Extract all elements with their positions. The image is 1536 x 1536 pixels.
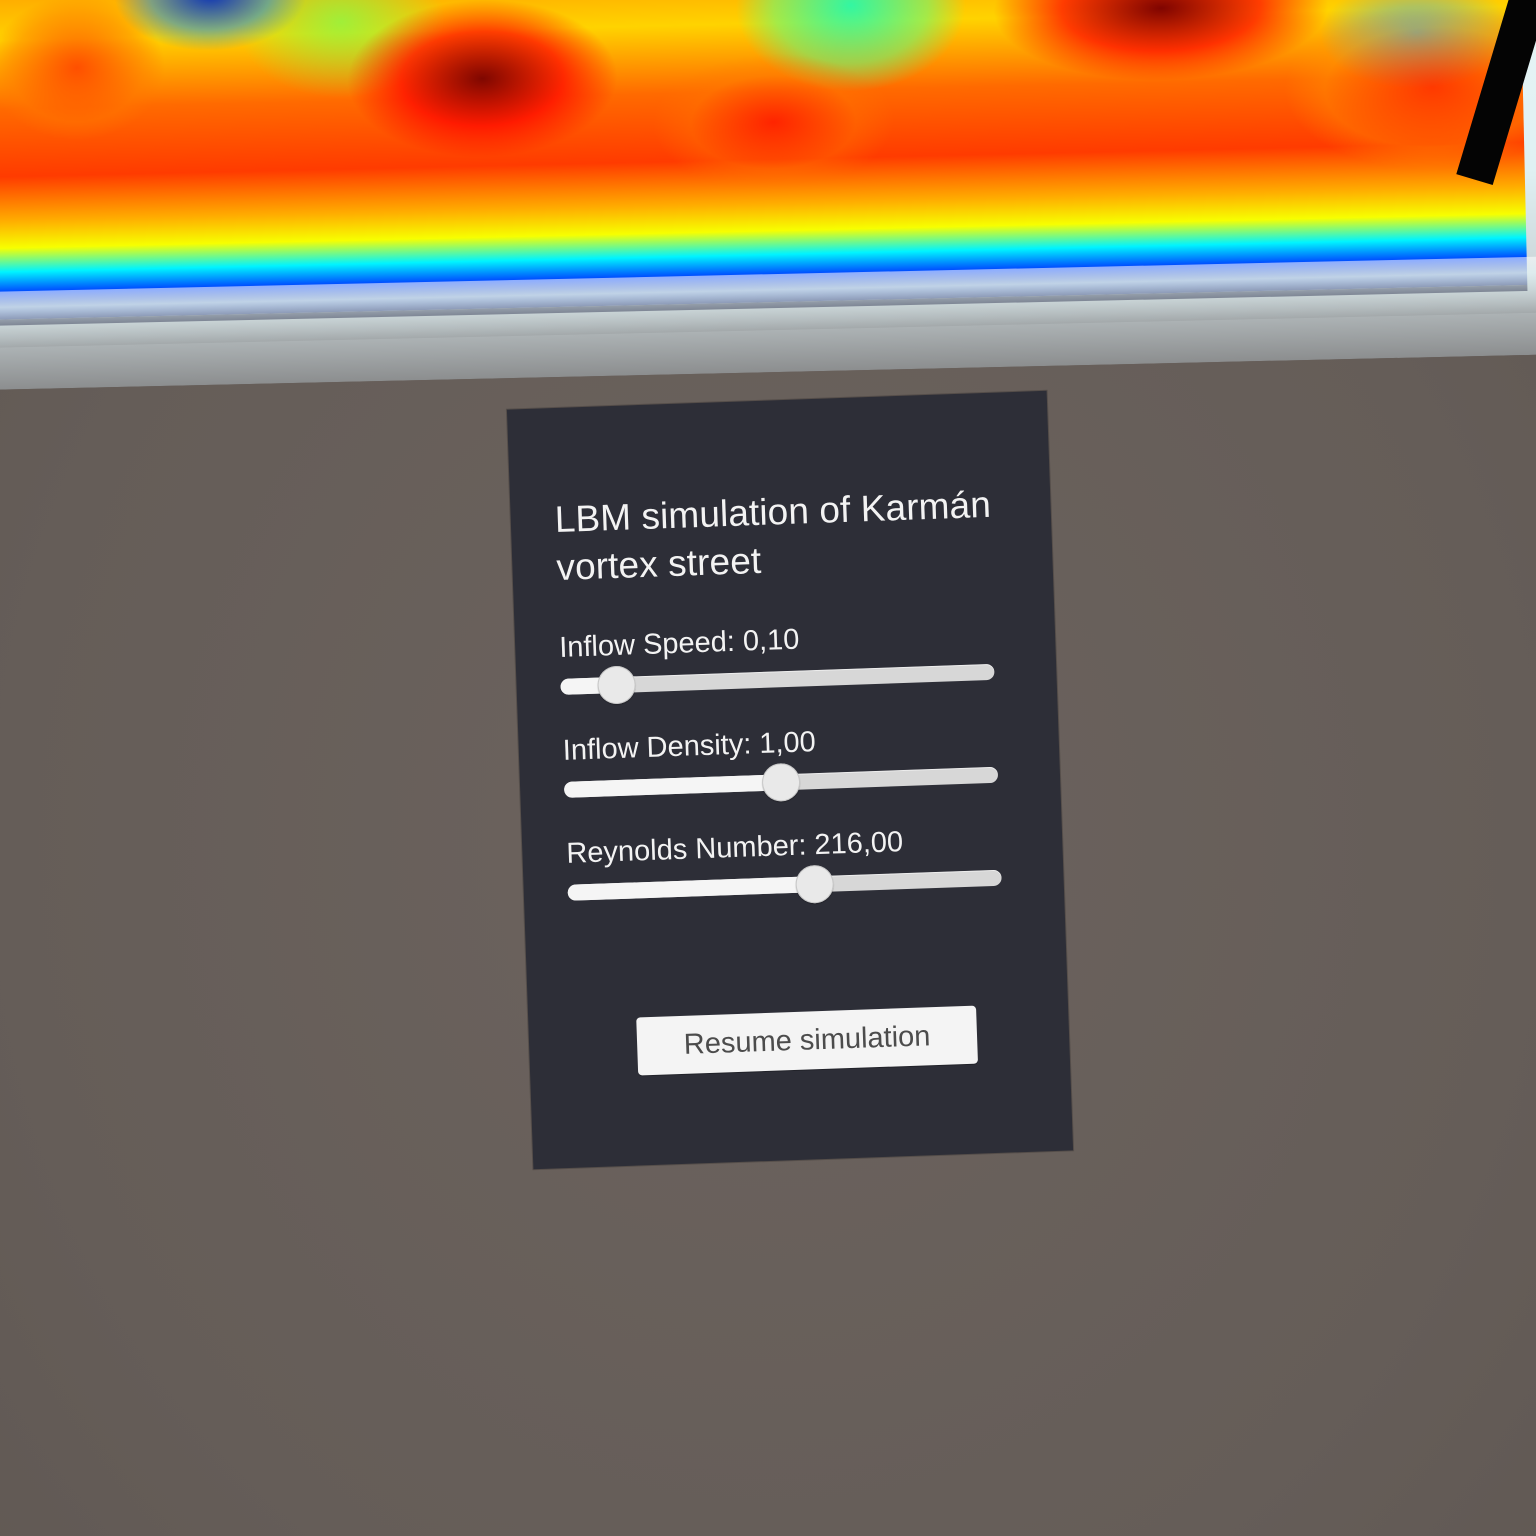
reynolds-number-label: Reynolds Number:	[565, 829, 808, 870]
reynolds-number-control: Reynolds Number: 216,00	[566, 820, 1022, 904]
reynolds-number-slider-fill	[567, 876, 816, 901]
inflow-density-slider-fill	[563, 774, 782, 798]
reynolds-number-label-row: Reynolds Number: 216,00	[566, 820, 1021, 872]
reynolds-number-value: 216,00	[813, 826, 904, 862]
inflow-density-slider[interactable]	[563, 762, 999, 802]
vortex-street-heatmap	[0, 0, 1536, 390]
inflow-density-slider-thumb[interactable]	[761, 762, 801, 802]
inflow-speed-value: 0,10	[742, 623, 800, 658]
inflow-speed-slider-thumb[interactable]	[597, 665, 637, 705]
panel-title: LBM simulation of Karmán vortex street	[554, 483, 992, 589]
reynolds-number-slider[interactable]	[567, 864, 1002, 904]
resume-simulation-button[interactable]: Resume simulation	[636, 1005, 979, 1076]
simulation-control-panel: LBM simulation of Karmán vortex street I…	[506, 390, 1074, 1170]
inflow-density-label: Inflow Density:	[562, 728, 752, 767]
inflow-speed-slider[interactable]	[560, 663, 995, 705]
inflow-density-label-row: Inflow Density: 1,00	[562, 717, 1017, 769]
inflow-density-value: 1,00	[758, 726, 817, 761]
inflow-speed-control: Inflow Speed: 0,10	[559, 614, 1015, 705]
inflow-speed-label-row: Inflow Speed: 0,10	[559, 614, 1014, 666]
inflow-speed-label: Inflow Speed:	[558, 625, 736, 664]
inflow-density-control: Inflow Density: 1,00	[562, 717, 1018, 802]
panel-content: LBM simulation of Karmán vortex street I…	[554, 480, 1023, 939]
reynolds-number-slider-thumb[interactable]	[795, 864, 835, 904]
